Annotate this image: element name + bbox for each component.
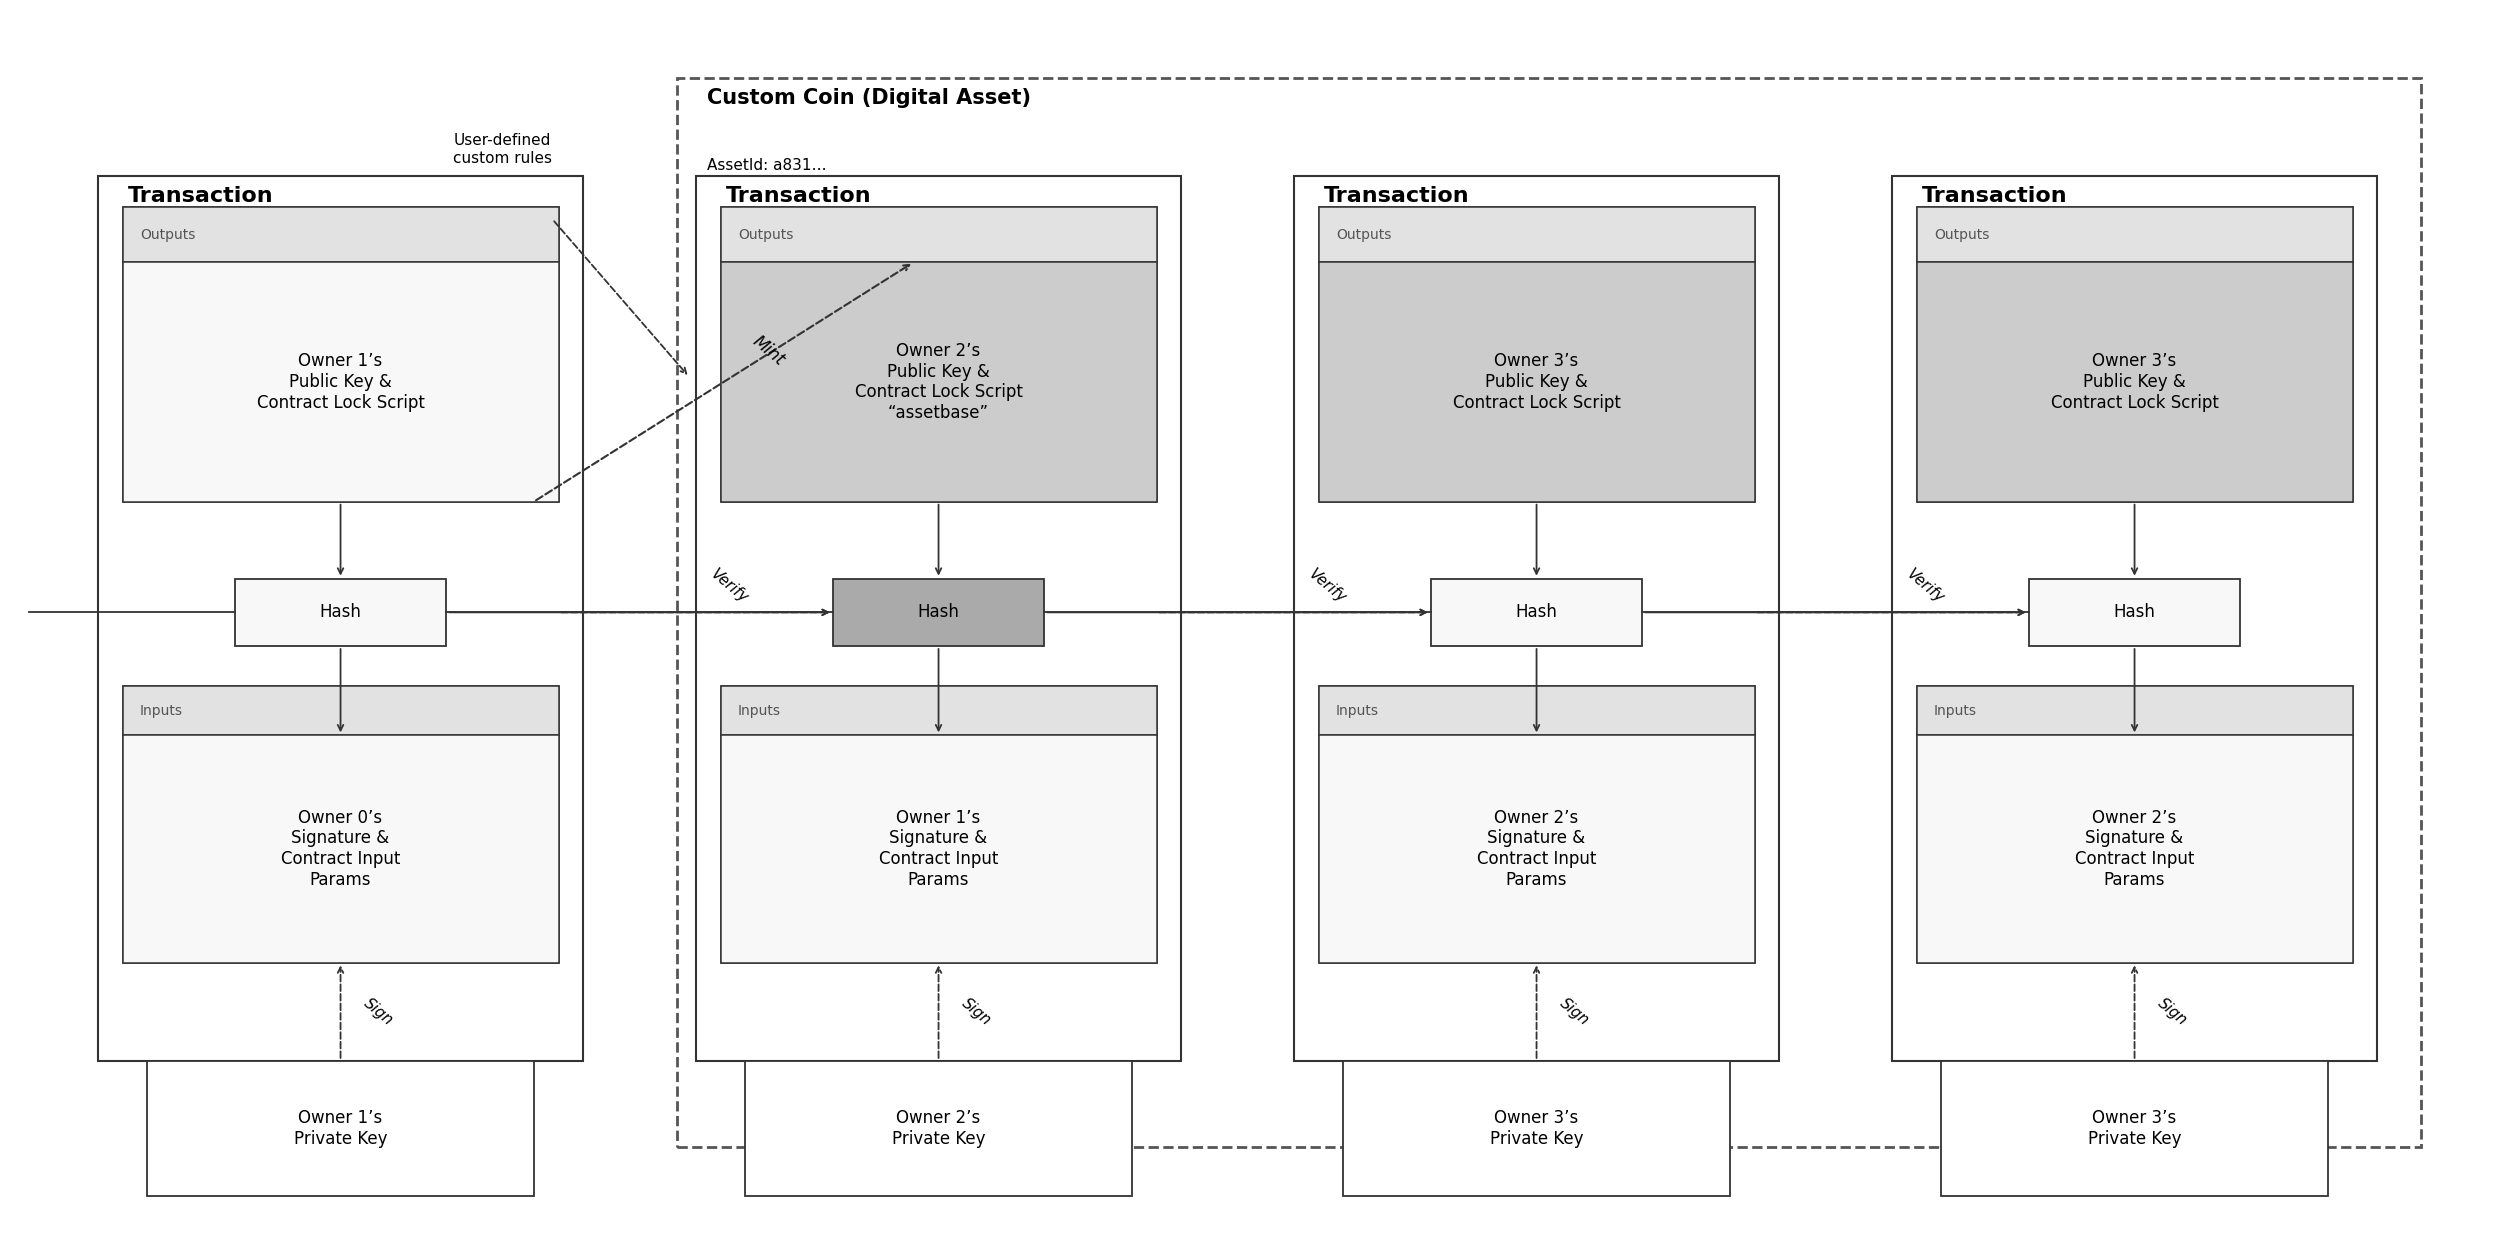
Text: Owner 3’s
Private Key: Owner 3’s Private Key (2088, 1110, 2182, 1148)
Bar (1942, 1061, 2328, 1196)
Text: Owner 3’s
Public Key &
Contract Lock Script: Owner 3’s Public Key & Contract Lock Scr… (1452, 353, 1620, 412)
Text: Hash: Hash (1515, 604, 1558, 621)
Text: Hash: Hash (2112, 604, 2155, 621)
Bar (122, 262, 558, 502)
Text: Transaction: Transaction (725, 186, 870, 207)
Bar (148, 1061, 532, 1196)
Bar (720, 735, 1158, 962)
Bar (1918, 262, 2352, 502)
Text: Owner 3’s
Public Key &
Contract Lock Script: Owner 3’s Public Key & Contract Lock Scr… (2050, 353, 2218, 412)
Bar (1318, 735, 1755, 962)
Bar (1342, 1061, 1730, 1196)
Bar (1892, 176, 2378, 1061)
Text: Verify: Verify (1305, 567, 1350, 606)
Text: Sign: Sign (1558, 996, 1592, 1028)
Bar (720, 687, 1158, 735)
Bar (122, 207, 558, 262)
Text: Mint: Mint (748, 333, 788, 370)
Text: Outputs: Outputs (140, 228, 195, 241)
Bar (1918, 687, 2352, 962)
Text: Inputs: Inputs (1335, 704, 1380, 717)
Text: Outputs: Outputs (738, 228, 792, 241)
Bar (1918, 735, 2352, 962)
Bar (1318, 687, 1755, 735)
Text: Hash: Hash (918, 604, 960, 621)
Bar (122, 735, 558, 962)
Bar (235, 579, 448, 646)
Bar (2028, 579, 2240, 646)
Text: Sign: Sign (2155, 996, 2190, 1028)
Bar (1918, 687, 2352, 735)
Bar (745, 1061, 1132, 1196)
Bar (720, 262, 1158, 502)
Bar (1318, 207, 1755, 502)
Text: Transaction: Transaction (1322, 186, 1470, 207)
Bar (122, 687, 558, 962)
Bar (1318, 262, 1755, 502)
Bar (1318, 207, 1755, 262)
Text: Outputs: Outputs (1335, 228, 1392, 241)
Text: Hash: Hash (320, 604, 362, 621)
Text: Owner 2’s
Public Key &
Contract Lock Script
“assetbase”: Owner 2’s Public Key & Contract Lock Scr… (855, 341, 1022, 422)
Text: Sign: Sign (958, 996, 992, 1028)
Bar (122, 207, 558, 502)
Bar (720, 687, 1158, 962)
Text: Outputs: Outputs (1935, 228, 1990, 241)
Text: Sign: Sign (360, 996, 395, 1028)
Bar (720, 207, 1158, 262)
Text: Owner 1’s
Public Key &
Contract Lock Script: Owner 1’s Public Key & Contract Lock Scr… (258, 353, 425, 412)
Bar (678, 78, 2420, 1147)
Bar (832, 579, 1045, 646)
Text: Transaction: Transaction (1922, 186, 2068, 207)
Text: Inputs: Inputs (738, 704, 780, 717)
Bar (122, 687, 558, 735)
Text: Inputs: Inputs (140, 704, 182, 717)
Text: Owner 0’s
Signature &
Contract Input
Params: Owner 0’s Signature & Contract Input Par… (280, 809, 400, 889)
Text: Verify: Verify (1905, 567, 1948, 606)
Text: AssetId: a831…: AssetId: a831… (707, 158, 828, 173)
Text: Custom Coin (Digital Asset): Custom Coin (Digital Asset) (707, 88, 1030, 108)
Bar (1430, 579, 1642, 646)
Bar (1918, 207, 2352, 502)
Text: Owner 2’s
Signature &
Contract Input
Params: Owner 2’s Signature & Contract Input Par… (2075, 809, 2195, 889)
Text: Owner 2’s
Private Key: Owner 2’s Private Key (892, 1110, 985, 1148)
Text: Verify: Verify (707, 567, 750, 606)
Text: Owner 3’s
Private Key: Owner 3’s Private Key (1490, 1110, 1582, 1148)
Text: Owner 1’s
Signature &
Contract Input
Params: Owner 1’s Signature & Contract Input Par… (880, 809, 998, 889)
Bar (1292, 176, 1780, 1061)
Text: Owner 1’s
Private Key: Owner 1’s Private Key (295, 1110, 388, 1148)
Bar (1918, 207, 2352, 262)
Text: Transaction: Transaction (127, 186, 272, 207)
Bar (720, 207, 1158, 502)
Text: Inputs: Inputs (1935, 704, 1978, 717)
Text: User-defined
custom rules: User-defined custom rules (452, 134, 552, 166)
Bar (98, 176, 582, 1061)
Bar (1318, 687, 1755, 962)
Text: Owner 2’s
Signature &
Contract Input
Params: Owner 2’s Signature & Contract Input Par… (1478, 809, 1595, 889)
Bar (695, 176, 1182, 1061)
